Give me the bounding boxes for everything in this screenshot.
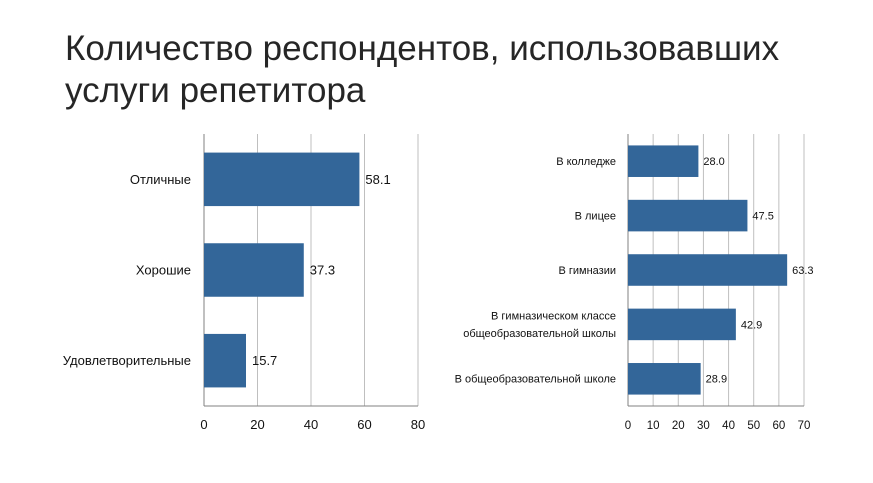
category-label: В гимназии	[558, 265, 616, 277]
bar	[204, 333, 246, 388]
category-label: В гимназическом классе	[491, 311, 616, 323]
bar	[204, 243, 304, 297]
x-tick-label: 60	[357, 417, 371, 432]
category-label: Удовлетворительные	[63, 353, 191, 368]
x-tick-label: 0	[200, 417, 207, 432]
data-label: 28.0	[703, 156, 724, 168]
data-label: 58.1	[365, 172, 390, 187]
bar	[628, 363, 701, 395]
title-line-2: услуги репетитора	[65, 71, 366, 110]
data-label: 37.3	[310, 263, 335, 278]
data-label: 63.3	[792, 265, 813, 277]
x-tick-label: 20	[250, 417, 264, 432]
data-label: 15.7	[252, 353, 277, 368]
x-tick-label: 80	[411, 417, 425, 432]
bar	[204, 152, 360, 207]
category-label: Хорошие	[136, 263, 191, 278]
bar	[628, 308, 736, 341]
x-tick-label: 30	[697, 420, 710, 432]
x-tick-label: 50	[747, 420, 760, 432]
x-tick-label: 10	[647, 420, 660, 432]
bar	[628, 254, 788, 286]
x-tick-label: 40	[722, 420, 735, 432]
data-label: 42.9	[741, 319, 762, 331]
category-label: Отличные	[130, 172, 191, 187]
x-tick-label: 40	[304, 417, 318, 432]
title-line-1: Количество респондентов, использовавших	[65, 29, 780, 68]
data-label: 47.5	[752, 210, 773, 222]
bar	[628, 199, 748, 232]
category-label: В колледже	[556, 156, 616, 168]
x-tick-label: 60	[772, 420, 785, 432]
slide-title: Количество респондентов, использовавших …	[65, 28, 825, 112]
data-label: 28.9	[706, 374, 727, 386]
category-label: В общеобразовательной школе	[455, 374, 616, 386]
bar	[628, 145, 699, 177]
category-label: общеобразовательной школы	[463, 328, 616, 340]
x-tick-label: 70	[798, 420, 811, 432]
x-tick-label: 20	[672, 420, 685, 432]
category-label: В лицее	[575, 210, 616, 222]
x-tick-label: 0	[625, 420, 631, 432]
